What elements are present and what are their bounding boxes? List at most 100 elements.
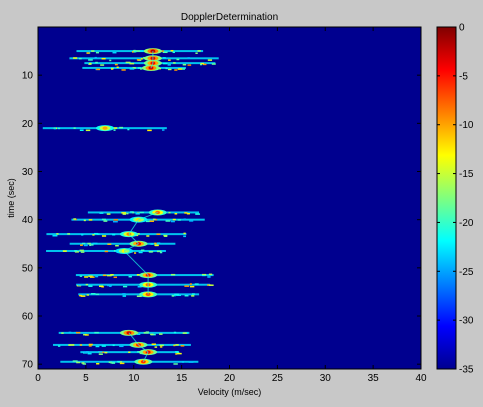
return-speckle	[113, 219, 119, 221]
x-tick-label: 40	[415, 373, 427, 384]
return-streak	[78, 293, 200, 296]
return-speckle	[200, 62, 204, 65]
return-speckle	[73, 57, 78, 59]
return-speckle	[161, 129, 165, 131]
return-speckle	[79, 294, 82, 297]
chart-title: DopplerDetermination	[181, 12, 278, 23]
return-speckle	[168, 211, 171, 214]
return-speckle	[132, 67, 136, 69]
y-tick-label: 60	[22, 312, 34, 323]
return-speckle	[69, 344, 75, 346]
return-speckle	[94, 232, 99, 235]
return-speckle	[175, 351, 179, 353]
return-trace	[138, 344, 149, 353]
return-speckle	[79, 129, 84, 132]
return-speckle	[171, 295, 175, 297]
return-trace	[128, 219, 139, 235]
return-speckle	[89, 244, 92, 247]
return-speckle	[194, 283, 199, 285]
return-speckle	[154, 242, 157, 245]
return-speckle	[103, 220, 108, 222]
return-speckle	[74, 251, 79, 253]
return-speckle	[91, 50, 95, 52]
return-speckle	[181, 68, 185, 70]
return-streak	[52, 343, 191, 346]
return-speckle	[173, 344, 176, 347]
return-speckle	[203, 63, 207, 66]
x-tick-label: 35	[368, 373, 380, 384]
return-speckle	[119, 126, 124, 129]
return-speckle	[68, 331, 72, 334]
return-speckle	[73, 218, 77, 220]
return-speckle	[136, 50, 140, 52]
return-speckle	[122, 295, 127, 297]
return-speckle	[98, 285, 104, 288]
return-speckle	[154, 244, 159, 247]
return-speckle	[88, 343, 93, 346]
return-speckle	[168, 59, 171, 61]
return-speckle	[112, 220, 118, 223]
return-speckle	[81, 234, 84, 236]
return-speckle	[73, 127, 76, 129]
return-speckle	[135, 213, 140, 215]
return-speckle	[116, 66, 119, 69]
return-speckle	[91, 244, 94, 246]
return-speckle	[199, 63, 203, 66]
y-tick-label: 70	[22, 360, 34, 371]
return-speckle	[184, 212, 188, 214]
return-speckle	[100, 64, 105, 66]
return-speckle	[79, 275, 83, 277]
return-speckle	[187, 57, 190, 59]
return-streak	[46, 233, 187, 236]
return-speckle	[207, 276, 211, 278]
return-speckle	[148, 251, 154, 253]
return-speckle	[146, 235, 150, 237]
return-speckle	[92, 234, 95, 236]
return-speckle	[189, 220, 194, 222]
return-speckle	[129, 62, 135, 65]
return-speckle	[86, 294, 90, 296]
return-speckle	[102, 274, 107, 277]
colorbar-tick-label: -20	[459, 218, 474, 229]
return-speckle	[115, 244, 119, 247]
return-speckle	[126, 212, 129, 215]
return-speckle	[96, 362, 100, 365]
return-speckle	[86, 52, 90, 54]
return-speckle	[121, 69, 126, 71]
return-speckle	[101, 218, 106, 221]
return-speckle	[159, 344, 164, 347]
return-speckle	[182, 332, 187, 334]
return-speckle	[154, 346, 158, 348]
y-tick-label: 10	[22, 71, 34, 82]
return-speckle	[165, 220, 171, 222]
return-speckle	[82, 363, 87, 365]
return-speckle	[195, 52, 198, 54]
x-axis-label: Velocity (m/sec)	[198, 387, 262, 397]
colorbar-tick-label: -35	[459, 365, 474, 376]
return-speckle	[208, 284, 214, 286]
return-speckle	[95, 275, 99, 278]
return-speckle	[189, 283, 192, 285]
return-speckle	[124, 67, 128, 69]
return-speckle	[57, 127, 61, 130]
return-speckle	[109, 59, 112, 62]
return-speckle	[106, 213, 111, 215]
return-speckle	[189, 285, 195, 288]
return-speckle	[79, 57, 82, 60]
x-tick-label: 5	[83, 373, 89, 384]
return-speckle	[121, 212, 127, 214]
return-speckle	[183, 218, 186, 220]
return-speckle	[174, 293, 179, 296]
return-speckle	[177, 219, 181, 221]
return-speckle	[140, 58, 143, 60]
return-trace	[142, 351, 149, 362]
return-speckle	[79, 344, 83, 346]
return-speckle	[56, 233, 59, 235]
colorbar-tick-label: -25	[459, 267, 474, 278]
return-speckle	[128, 275, 132, 278]
return-speckle	[138, 251, 143, 254]
return-speckle	[88, 59, 93, 61]
y-tick-label: 40	[22, 215, 34, 226]
return-speckle	[82, 352, 88, 354]
return-speckle	[83, 244, 88, 247]
